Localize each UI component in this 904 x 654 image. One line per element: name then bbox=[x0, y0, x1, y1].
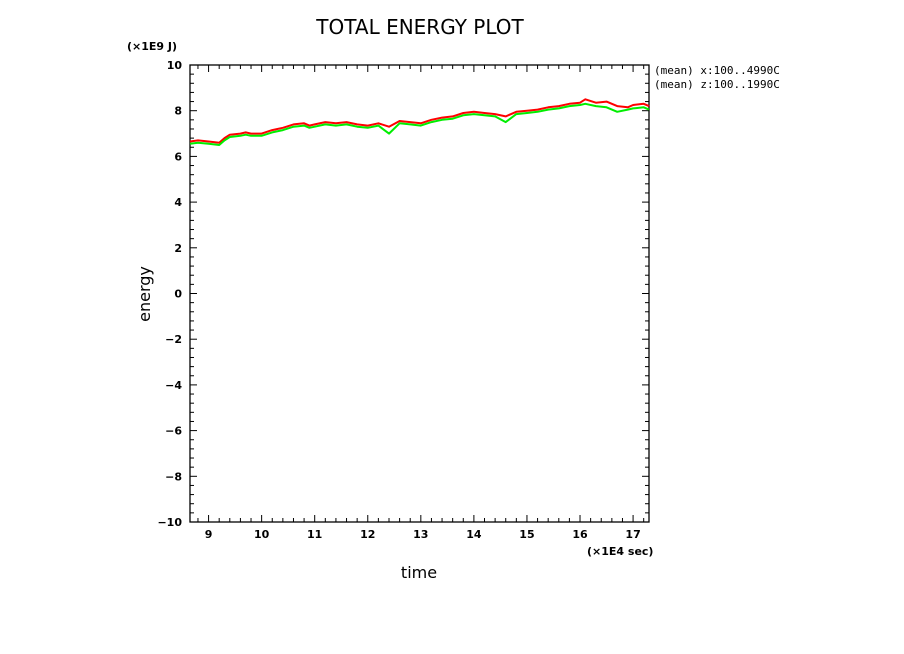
x-tick-label: 12 bbox=[360, 528, 375, 541]
legend-annotation-2: (mean) z:100..1990C bbox=[654, 78, 780, 91]
y-tick-label: −6 bbox=[165, 425, 182, 438]
y-tick-label: 2 bbox=[174, 242, 182, 255]
y-axis-label: energy bbox=[135, 266, 154, 322]
y-tick-label: −10 bbox=[157, 516, 182, 529]
x-tick-label: 13 bbox=[413, 528, 428, 541]
chart-title: TOTAL ENERGY PLOT bbox=[315, 15, 524, 39]
plot-area: −10 −8 −6 −4 −2 0 2 4 6 8 10 9 10 11 12 13 14 15 16 17 bbox=[157, 59, 650, 541]
x-tick-label: 15 bbox=[519, 528, 534, 541]
series-line-2 bbox=[189, 102, 650, 146]
x-tick-label: 9 bbox=[205, 528, 213, 541]
x-unit-label: (×1E4 sec) bbox=[587, 545, 653, 558]
x-tick-label: 11 bbox=[307, 528, 322, 541]
series-line-1 bbox=[189, 98, 650, 144]
x-tick-label: 16 bbox=[572, 528, 588, 541]
x-tick-label: 17 bbox=[625, 528, 640, 541]
y-tick-label: 0 bbox=[174, 288, 182, 301]
y-unit-label: (×1E9 J) bbox=[127, 40, 177, 53]
y-tick-label: 4 bbox=[174, 196, 182, 209]
y-tick-label: 10 bbox=[167, 59, 183, 72]
y-tick-label: −4 bbox=[165, 379, 182, 392]
x-tick-label: 10 bbox=[254, 528, 270, 541]
x-tick-label: 14 bbox=[466, 528, 482, 541]
y-tick-label: 8 bbox=[174, 105, 182, 118]
y-tick-label: 6 bbox=[174, 150, 182, 163]
x-axis-label: time bbox=[401, 563, 437, 582]
y-tick-label: −2 bbox=[165, 333, 182, 346]
y-tick-label: −8 bbox=[165, 470, 182, 483]
legend-annotation-1: (mean) x:100..4990C bbox=[654, 64, 780, 77]
